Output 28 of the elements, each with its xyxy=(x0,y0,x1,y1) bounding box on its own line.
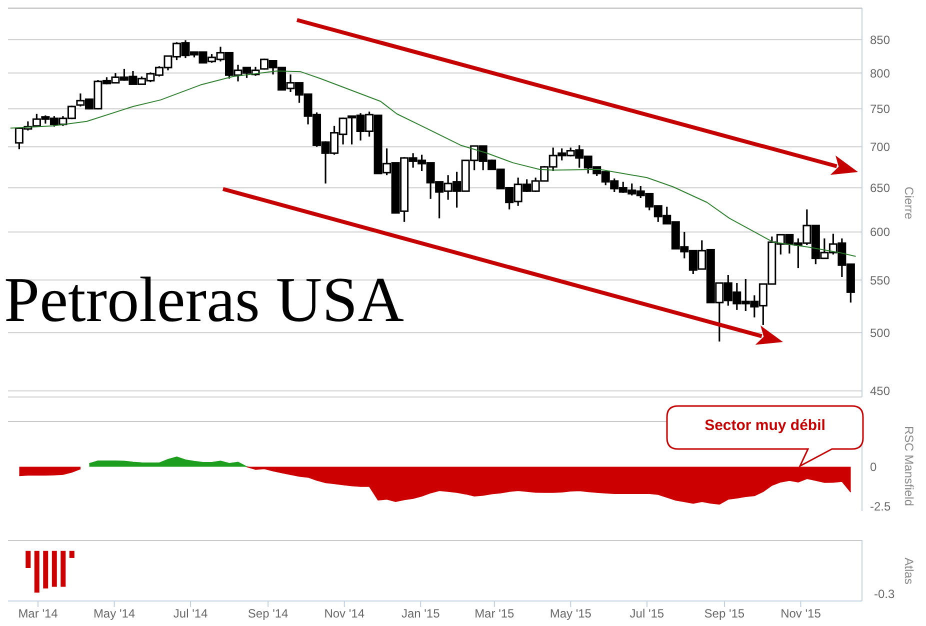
annotation: Sector muy débil xyxy=(704,417,826,434)
x-tick-label: May '14 xyxy=(93,606,136,621)
x-tick-label: Jul '15 xyxy=(630,606,664,621)
x-tick-label: Nov '14 xyxy=(324,606,365,621)
x-tick-label: Mar '14 xyxy=(18,606,58,621)
y-tick-label: 600 xyxy=(870,225,890,240)
x-tick-label: Jul '14 xyxy=(173,606,208,621)
y-tick-label: -2.5 xyxy=(870,500,892,514)
x-tick-label: Mar '15 xyxy=(474,606,515,621)
y-tick-label: 0 xyxy=(870,460,877,474)
y-tick-label: 450 xyxy=(870,384,890,398)
y-tick-label: 750 xyxy=(870,102,890,116)
text: Petroleras USA xyxy=(4,264,404,335)
text: -0.3 xyxy=(874,587,895,601)
y-tick-label: 850 xyxy=(870,32,890,47)
x-tick-label: Jan '15 xyxy=(401,606,440,621)
y-axis-title: Cierre xyxy=(902,186,916,219)
x-tick-label: Nov '15 xyxy=(780,606,822,621)
y-axis-title: RSC Mansfield xyxy=(902,426,916,506)
y-axis-title: Atlas xyxy=(902,557,916,584)
y-tick-label: 700 xyxy=(870,140,890,154)
y-tick-label: 800 xyxy=(870,66,890,80)
y-tick-label: 500 xyxy=(870,326,890,340)
x-tick-label: May '15 xyxy=(550,606,592,621)
y-tick-label: 550 xyxy=(870,273,890,288)
y-tick-label: 650 xyxy=(870,180,890,195)
x-tick-label: Sep '15 xyxy=(704,606,745,621)
x-tick-label: Sep '14 xyxy=(248,606,289,621)
